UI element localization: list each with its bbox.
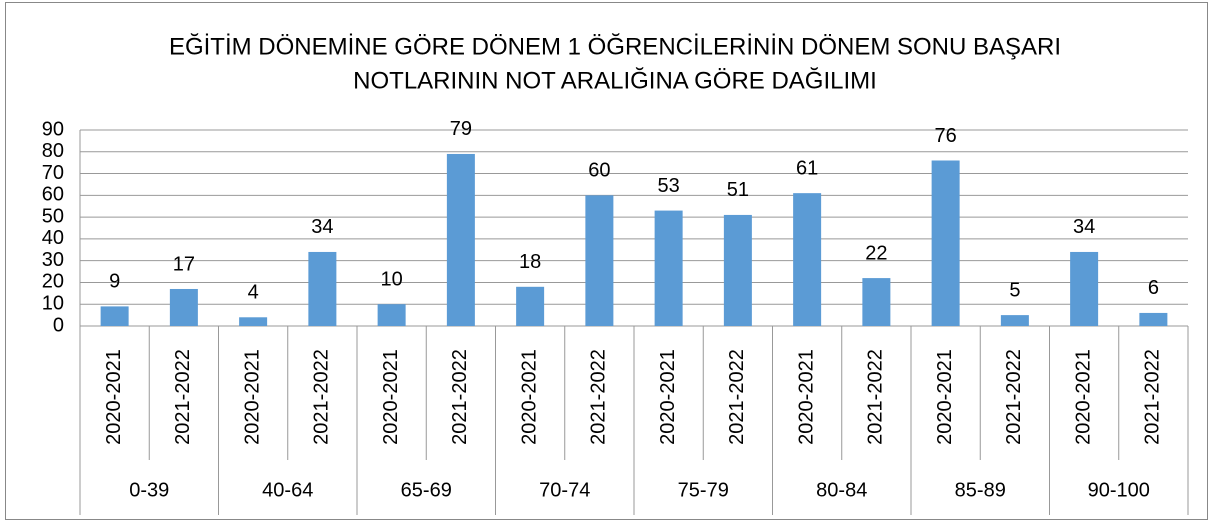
x-tick-label: 2020-2021: [934, 349, 956, 445]
y-tick-label: 90: [42, 118, 64, 140]
data-label: 79: [450, 118, 472, 140]
data-label: 6: [1148, 277, 1159, 299]
y-tick-label: 80: [42, 140, 64, 162]
bar: [377, 304, 406, 326]
bar: [585, 195, 614, 326]
data-label: 17: [173, 253, 195, 275]
group-label: 75-79: [678, 479, 729, 501]
x-tick-label: 2020-2021: [795, 349, 817, 445]
group-label: 65-69: [401, 479, 452, 501]
x-tick-label: 2020-2021: [657, 349, 679, 445]
y-tick-label: 30: [42, 249, 64, 271]
x-tick-label: 2021-2022: [588, 349, 610, 445]
y-tick-label: 20: [42, 271, 64, 293]
y-tick-label: 50: [42, 205, 64, 227]
group-label: 70-74: [539, 479, 590, 501]
y-tick-label: 10: [42, 293, 64, 315]
data-label: 9: [109, 271, 120, 293]
group-label: 90-100: [1088, 479, 1150, 501]
data-label: 10: [381, 269, 403, 291]
bar: [239, 317, 268, 326]
x-tick-label: 2021-2022: [311, 349, 333, 445]
y-tick-label: 70: [42, 162, 64, 184]
data-label: 51: [727, 179, 749, 201]
data-label: 60: [588, 160, 610, 182]
bar: [1000, 315, 1029, 326]
x-tick-label: 2020-2021: [380, 349, 402, 445]
x-tick-label: 2021-2022: [172, 349, 194, 445]
bar: [446, 153, 475, 326]
bar: [931, 160, 960, 326]
data-label: 53: [658, 175, 680, 197]
x-tick-label: 2021-2022: [726, 349, 748, 445]
x-tick-label: 2020-2021: [103, 349, 125, 445]
data-label: 34: [311, 216, 333, 238]
group-label: 80-84: [816, 479, 867, 501]
data-label: 4: [248, 282, 259, 304]
bar: [516, 286, 545, 326]
x-tick-label: 2020-2021: [1072, 349, 1094, 445]
data-label: 5: [1009, 279, 1020, 301]
y-tick-label: 0: [53, 314, 64, 336]
bar: [862, 278, 891, 326]
bar: [793, 193, 822, 326]
group-label: 0-39: [129, 479, 169, 501]
bar: [1139, 312, 1168, 326]
data-label: 22: [865, 242, 887, 264]
group-label: 40-64: [262, 479, 313, 501]
data-label: 34: [1073, 216, 1095, 238]
x-tick-label: 2020-2021: [518, 349, 540, 445]
data-label: 76: [935, 125, 957, 147]
bar: [723, 214, 752, 326]
x-tick-label: 2021-2022: [865, 349, 887, 445]
bar: [654, 210, 683, 326]
data-label: 61: [796, 157, 818, 179]
group-label: 85-89: [955, 479, 1006, 501]
y-tick-label: 60: [42, 184, 64, 206]
chart-title: EĞİTİM DÖNEMİNE GÖRE DÖNEM 1 ÖĞRENCİLERİ…: [169, 33, 1061, 60]
bar: [308, 251, 337, 326]
bar: [100, 306, 129, 326]
x-tick-label: 2020-2021: [241, 349, 263, 445]
bar: [169, 288, 198, 326]
y-tick-label: 40: [42, 227, 64, 249]
data-label: 18: [519, 251, 541, 273]
x-tick-label: 2021-2022: [1003, 349, 1025, 445]
chart-title: NOTLARININ NOT ARALIĞINA GÖRE DAĞILIMI: [353, 67, 877, 94]
bar: [1070, 251, 1099, 326]
x-tick-label: 2021-2022: [449, 349, 471, 445]
x-tick-label: 2021-2022: [1142, 349, 1164, 445]
